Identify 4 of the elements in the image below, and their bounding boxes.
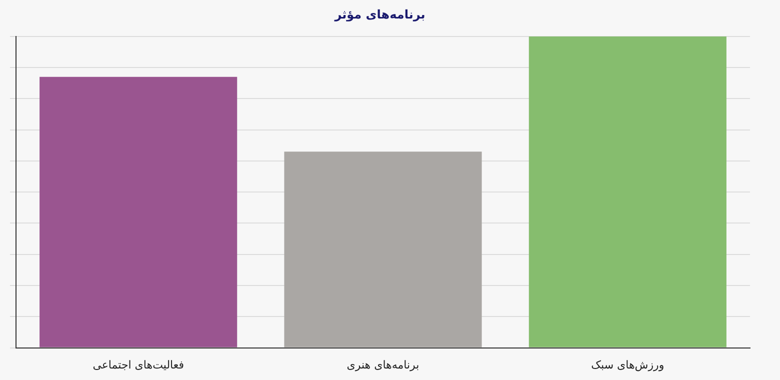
x-tick-label: برنامه‌های هنری (346, 358, 420, 372)
chart-title: برنامه‌های مؤثر (334, 7, 426, 22)
x-tick-label: ورزش‌های سبک (591, 358, 664, 372)
x-tick-label: فعالیت‌های اجتماعی (92, 358, 184, 372)
